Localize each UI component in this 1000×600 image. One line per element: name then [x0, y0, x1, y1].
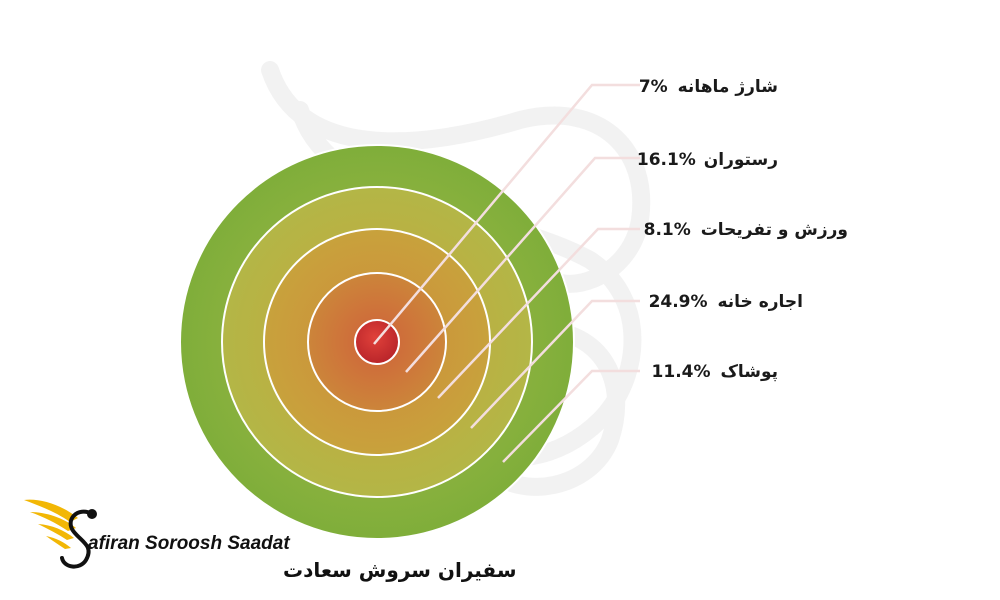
leader-line-poshak: [502, 369, 640, 463]
leader-line-varzesh: [437, 227, 640, 399]
data-labels: 7% شارژ ماهانه 16.1% رستوران 8.1% ورزش و…: [637, 77, 848, 382]
data-label-varzesh: 8.1% ورزش و تفریحات: [644, 220, 848, 240]
leader-lines: [373, 83, 640, 463]
swan-s-icon: [60, 509, 97, 569]
leader-line-resturan: [405, 156, 640, 373]
wing-icon: [24, 499, 78, 549]
leader-line-ejare: [470, 299, 640, 429]
data-label-poshak: 11.4% پوشاک: [652, 362, 778, 382]
logo-name-fa: سفیران سروش سعادت: [283, 558, 517, 582]
data-label-ejare: 24.9% اجاره خانه: [649, 292, 803, 312]
leader-line-sharj: [373, 83, 640, 345]
data-label-resturan: 16.1% رستوران: [637, 150, 778, 170]
data-label-sharj: 7% شارژ ماهانه: [639, 77, 778, 97]
logo-name-en: afiran Soroosh Saadat: [88, 533, 290, 554]
brand-logo: afiran Soroosh Saadat سفیران سروش سعادت: [24, 499, 517, 582]
